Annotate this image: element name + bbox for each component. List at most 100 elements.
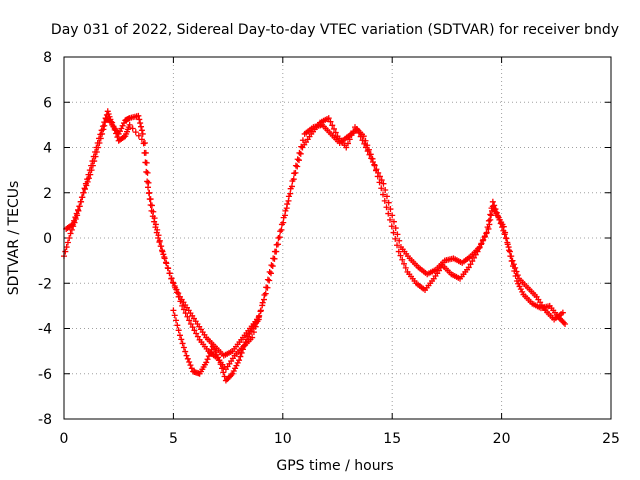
data-point <box>171 282 178 289</box>
data-point <box>360 133 367 140</box>
data-point <box>62 248 69 255</box>
data-point <box>81 185 88 192</box>
data-point <box>516 283 523 290</box>
data-point <box>179 340 186 347</box>
data-point <box>105 111 112 118</box>
data-point <box>275 235 282 241</box>
data-point <box>154 226 161 233</box>
data-point <box>113 130 120 137</box>
data-point <box>104 108 111 115</box>
data-point <box>367 151 374 158</box>
data-point <box>267 270 274 277</box>
plot-frame <box>63 56 612 420</box>
data-point <box>383 204 390 211</box>
data-point <box>230 368 237 375</box>
data-point <box>169 279 176 286</box>
data-point <box>246 330 253 337</box>
data-point <box>99 123 106 130</box>
data-point <box>478 241 485 248</box>
data-point <box>209 343 216 350</box>
data-point <box>135 112 142 119</box>
data-point <box>136 116 143 123</box>
data-point <box>493 209 500 216</box>
data-point <box>283 205 290 212</box>
data-point <box>296 149 303 156</box>
data-point <box>381 197 388 204</box>
data-point <box>161 254 168 261</box>
data-point <box>86 167 93 174</box>
data-point <box>519 288 526 295</box>
y-tick-label: -2 <box>38 276 52 292</box>
data-point <box>281 212 288 219</box>
x-tick-labels: 0 5 10 15 20 25 <box>60 431 620 447</box>
data-point <box>508 253 515 260</box>
data-point <box>89 158 96 165</box>
data-point <box>562 320 569 327</box>
data-point <box>264 276 271 283</box>
data-point <box>269 263 276 270</box>
data-point <box>380 180 387 187</box>
data-point <box>485 217 492 224</box>
data-point <box>101 119 108 126</box>
data-point <box>292 169 299 176</box>
data-point <box>162 259 169 266</box>
data-point <box>143 168 150 175</box>
data-point <box>392 235 399 242</box>
data-point <box>78 194 85 201</box>
data-point <box>514 272 521 279</box>
data-point <box>399 256 406 263</box>
data-point <box>262 290 269 297</box>
data-point <box>505 244 512 251</box>
data-point <box>147 196 154 203</box>
data-point <box>93 144 100 151</box>
data-point <box>120 120 127 127</box>
data-point <box>179 302 186 309</box>
data-point <box>294 156 301 163</box>
x-tick-label: 20 <box>493 431 511 447</box>
data-point <box>329 122 336 129</box>
data-point <box>171 312 178 319</box>
data-point <box>71 217 78 224</box>
data-point <box>75 206 82 213</box>
data-point <box>380 191 387 198</box>
data-point <box>183 352 190 359</box>
data-point <box>487 211 494 218</box>
data-point <box>215 354 222 361</box>
data-point <box>479 237 486 244</box>
y-axis-label: SDTVAR / TECUs <box>6 181 22 296</box>
data-point <box>297 150 304 157</box>
data-point <box>495 213 502 220</box>
data-point <box>111 126 118 133</box>
data-point <box>194 333 201 340</box>
data-point <box>280 219 287 226</box>
data-point <box>94 139 101 146</box>
data-point <box>299 137 306 144</box>
data-point <box>287 190 294 197</box>
data-point <box>173 317 180 324</box>
data-point <box>288 183 295 190</box>
data-point <box>98 127 105 134</box>
data-point <box>233 362 240 369</box>
data-point <box>292 162 299 169</box>
data-point <box>174 322 181 329</box>
data-point <box>204 356 211 363</box>
data-point <box>148 202 155 209</box>
data-point <box>376 179 383 186</box>
data-point <box>193 330 200 337</box>
data-point <box>238 349 245 356</box>
data-point <box>69 221 76 228</box>
data-point <box>220 369 227 376</box>
data-point <box>371 161 378 168</box>
data-point <box>241 342 248 349</box>
data-point <box>120 134 127 141</box>
data-point <box>180 344 187 351</box>
data-point <box>298 143 305 150</box>
data-point <box>155 232 162 239</box>
data-point <box>382 187 389 194</box>
data-point <box>236 357 243 364</box>
data-point <box>186 358 193 365</box>
data-point <box>512 264 519 271</box>
data-point <box>401 260 408 267</box>
data-point <box>294 163 301 170</box>
data-point <box>138 123 145 130</box>
